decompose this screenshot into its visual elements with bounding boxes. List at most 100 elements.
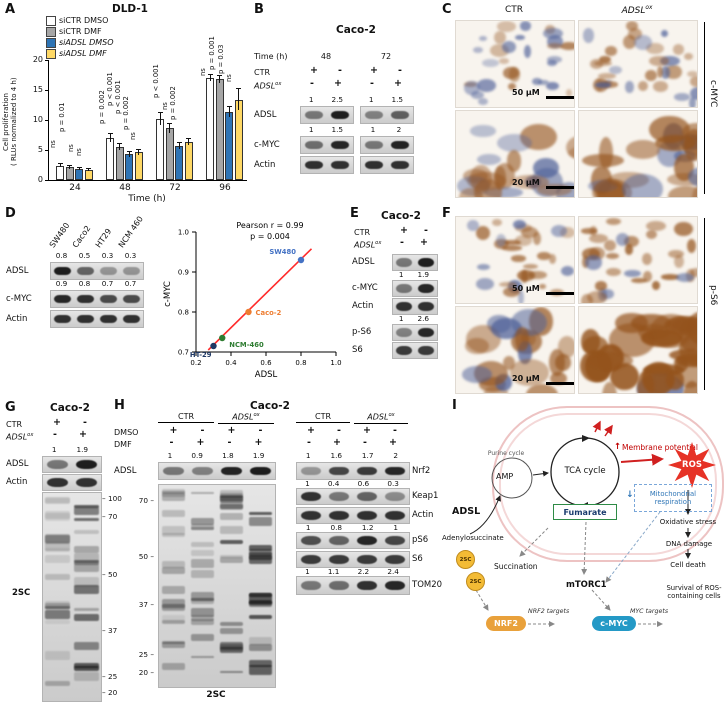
scale-bar-label-20um: 20 μM xyxy=(512,374,540,383)
panel-g-ctr-signs-value: - xyxy=(83,417,87,428)
legend-swatch-siadsl-dmf xyxy=(46,48,56,59)
row-label-cmyc: c-MYC xyxy=(6,294,32,304)
bar-sictr-dmso xyxy=(106,138,114,180)
legend-label: siCTR DMF xyxy=(59,27,102,36)
ctr-signs-48-value: - xyxy=(338,65,342,76)
svg-text:ADSL: ADSL xyxy=(255,370,278,380)
panel-d-scatter: 0.7 0.8 0.9 1.0 0.2 0.4 0.6 0.8 1.0 SW480 Caco-2 NC… xyxy=(158,214,343,390)
bar-siadsl-dmso xyxy=(175,145,184,180)
legend-label: siADSL DMSO xyxy=(59,38,114,47)
adsl-quant-72-value: 1 xyxy=(368,95,374,104)
membrane-potential-text: Membrane potential xyxy=(622,443,698,452)
panel-a-label: A xyxy=(5,2,16,17)
svg-text:p = 0.004: p = 0.004 xyxy=(250,232,290,241)
panel-f-label: F xyxy=(442,206,451,221)
h-right-adslox-header: ADSLox xyxy=(354,412,408,424)
panel-e-label: E xyxy=(350,206,359,221)
h-2sc-label: 2SC xyxy=(206,690,226,700)
svg-text:0.6: 0.6 xyxy=(260,359,272,367)
panel-d-cmyc-quant: 0.9 0.8 0.7 0.7 xyxy=(50,280,142,288)
h-dmf-signs-left-value: + xyxy=(254,437,263,448)
bar-siadsl-dmso xyxy=(225,112,234,180)
h-tom20-quant-value: 1.1 xyxy=(327,567,340,576)
panel-d-adsl-quant-value: 0.3 xyxy=(101,251,114,260)
panel-g-adsl-quant-value: 1 xyxy=(51,445,57,454)
svg-text:NCM-460: NCM-460 xyxy=(229,341,264,349)
h-keap1-quant-value: 0.6 xyxy=(357,479,370,488)
y-tick-label: 15 xyxy=(32,85,43,94)
ihc-cmyc-adslox-50um xyxy=(578,20,698,108)
adslox-base: ADSL xyxy=(621,6,646,16)
bar-sictr-dmso xyxy=(56,165,64,180)
row-label-cmyc: c-MYC xyxy=(352,283,378,293)
h-left-ctr-header: CTR xyxy=(158,412,214,423)
significance-annotation: p < 0.001 xyxy=(114,80,122,114)
bar-siadsl-dmf xyxy=(234,99,243,180)
ihc-ps6-ctr-20um xyxy=(455,306,575,394)
panel-b-title: Caco-2 xyxy=(336,24,376,36)
mw-70: 70 xyxy=(102,512,117,521)
nrf2-targets-text: NRF2 targets xyxy=(528,608,570,615)
ctr-row-label: CTR xyxy=(354,228,371,237)
panel-d-cmyc-quant-value: 0.7 xyxy=(101,279,114,288)
adslox-signs-72: - + xyxy=(360,79,412,89)
lane-label-sw480: SW480 xyxy=(47,221,72,250)
y-tick-label: 10 xyxy=(32,115,43,124)
adslox-base: ADSL xyxy=(354,240,376,250)
bar-siadsl-dmf xyxy=(184,142,193,180)
legend-label: siADSL DMF xyxy=(59,49,107,58)
h-right-ctr-header: CTR xyxy=(296,412,350,423)
cell-death-text: Cell death xyxy=(670,561,706,569)
panel-c-col-ctr: CTR xyxy=(504,5,524,15)
panel-e-ps6-quant-value: 1 xyxy=(398,314,404,323)
legend-item: siCTR DMSO xyxy=(46,15,114,26)
adenylosuccinate-text: Adenylosuccinate xyxy=(442,534,504,542)
significance-annotation: ns xyxy=(161,102,169,110)
blot-g-actin xyxy=(42,474,102,491)
lane-label-ht29: HT29 xyxy=(93,226,114,250)
panel-e-adsl-quant-value: 1 xyxy=(398,270,404,279)
h-ps6-quant-value: 0.8 xyxy=(330,523,343,532)
ctr-row-label: CTR xyxy=(6,420,23,429)
svg-text:SW480: SW480 xyxy=(269,248,296,256)
blot-h-nrf2 xyxy=(296,462,410,480)
significance-annotation: ns xyxy=(75,148,83,156)
h-adsl-quant: 1 0.9 1.8 1.9 xyxy=(158,452,274,460)
mw-37: 37 xyxy=(132,600,154,609)
row-label-2sc: 2SC xyxy=(12,588,31,598)
dmf-row-label: DMF xyxy=(114,440,132,449)
cmyc-quant-48-value: 1 xyxy=(308,125,314,134)
significance-annotation: ns xyxy=(129,132,137,140)
oxidative-stress-text: Oxidative stress xyxy=(659,518,717,526)
h-ps6-quant-value: 1 xyxy=(393,523,399,532)
legend-swatch-sictr-dmso xyxy=(46,15,56,26)
svg-text:0.2: 0.2 xyxy=(190,359,201,367)
h-dmf-signs-right-value: - xyxy=(363,437,367,448)
row-label-actin: Actin xyxy=(352,301,374,311)
row-label-s6: S6 xyxy=(412,554,423,564)
fumarate-box: Fumarate xyxy=(553,504,617,520)
mw-25: 25 xyxy=(102,672,117,681)
bar-sictr-dmf xyxy=(215,79,224,180)
panel-a-x-axis-label: Time (h) xyxy=(128,194,166,204)
panel-e-ps6-quant: 1 2.6 xyxy=(392,315,436,323)
panel-g-adsl-quant: 1 1.9 xyxy=(42,446,98,454)
panel-d-label: D xyxy=(5,206,16,221)
scale-bar-50um xyxy=(546,96,574,99)
mw-20: 20 xyxy=(102,688,117,697)
ctr-row-label: CTR xyxy=(254,68,271,77)
blot-h-2sc xyxy=(158,484,276,688)
significance-annotation: p < 0.001 xyxy=(152,64,160,98)
h-tom20-quant: 1 1.1 2.2 2.4 xyxy=(296,568,408,576)
h-dmf-signs-right-value: - xyxy=(307,437,311,448)
h-tom20-quant-value: 2.2 xyxy=(357,567,370,576)
significance-annotation: ns xyxy=(67,144,75,152)
significance-annotation: ns xyxy=(225,74,233,82)
panel-i-label: I xyxy=(452,398,457,413)
mtorc1-text: mTORC1 xyxy=(566,580,607,590)
adslox-row-label: ADSLox xyxy=(254,81,281,91)
bar-siadsl-dmf xyxy=(134,152,143,180)
blot-h-s6 xyxy=(296,551,410,568)
dmso-row-label: DMSO xyxy=(114,428,139,437)
